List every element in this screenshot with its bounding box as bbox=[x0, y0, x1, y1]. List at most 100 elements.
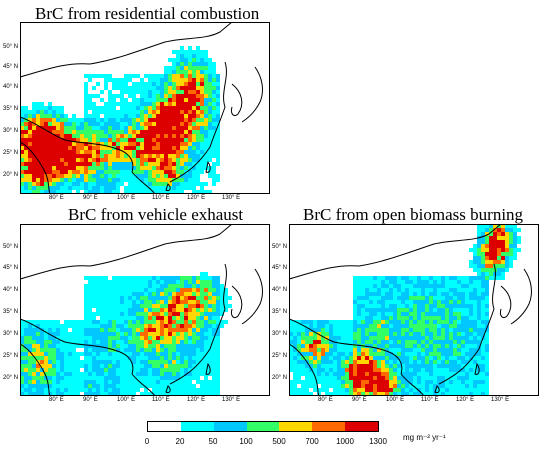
emission-cell bbox=[409, 304, 413, 308]
emission-cell bbox=[481, 236, 485, 240]
emission-cell bbox=[477, 360, 481, 364]
emission-cell bbox=[369, 292, 373, 296]
emission-cell bbox=[28, 118, 32, 122]
emission-cell bbox=[24, 110, 28, 114]
emission-cell bbox=[461, 344, 465, 348]
emission-cell bbox=[124, 388, 128, 392]
emission-cell bbox=[192, 142, 196, 146]
boundary-line bbox=[205, 160, 211, 173]
emission-cell bbox=[160, 356, 164, 360]
emission-cell bbox=[449, 280, 453, 284]
emission-cell bbox=[140, 150, 144, 154]
emission-cell bbox=[120, 90, 124, 94]
emission-cell bbox=[164, 316, 168, 320]
emission-cell bbox=[469, 384, 473, 388]
emission-cell bbox=[144, 154, 148, 158]
emission-cell bbox=[100, 368, 104, 372]
emission-cell bbox=[397, 332, 401, 336]
emission-cell bbox=[52, 110, 56, 114]
emission-cell bbox=[421, 348, 425, 352]
emission-cell bbox=[501, 252, 505, 256]
emission-cell bbox=[56, 126, 60, 130]
emission-cell bbox=[120, 376, 124, 380]
emission-cell bbox=[509, 236, 513, 240]
emission-cell bbox=[132, 372, 136, 376]
emission-cell bbox=[317, 352, 321, 356]
emission-cell bbox=[192, 182, 196, 186]
emission-cell bbox=[188, 146, 192, 150]
emission-cell bbox=[192, 320, 196, 324]
emission-cell bbox=[136, 190, 140, 194]
emission-cell bbox=[409, 300, 413, 304]
emission-cell bbox=[301, 380, 305, 384]
emission-cell bbox=[297, 372, 301, 376]
emission-cell bbox=[32, 368, 36, 372]
emission-cell bbox=[32, 320, 36, 324]
emission-cell bbox=[172, 340, 176, 344]
emission-cell bbox=[469, 352, 473, 356]
emission-cell bbox=[84, 114, 88, 118]
emission-cell bbox=[44, 182, 48, 186]
emission-cell bbox=[449, 376, 453, 380]
emission-cell bbox=[349, 344, 353, 348]
emission-cell bbox=[116, 296, 120, 300]
emission-cell bbox=[309, 392, 313, 396]
emission-cell bbox=[112, 118, 116, 122]
emission-cell bbox=[461, 332, 465, 336]
emission-cell bbox=[48, 110, 52, 114]
emission-cell bbox=[28, 114, 32, 118]
emission-cell bbox=[96, 372, 100, 376]
emission-cell bbox=[28, 340, 32, 344]
emission-cell bbox=[393, 328, 397, 332]
emission-cell bbox=[148, 110, 152, 114]
emission-cell bbox=[180, 142, 184, 146]
emission-cell bbox=[489, 268, 493, 272]
emission-cell bbox=[132, 300, 136, 304]
emission-cell bbox=[120, 352, 124, 356]
emission-cell bbox=[188, 276, 192, 280]
emission-cell bbox=[136, 102, 140, 106]
emission-cell bbox=[301, 328, 305, 332]
emission-cell bbox=[64, 162, 68, 166]
emission-cell bbox=[116, 182, 120, 186]
emission-cell bbox=[84, 328, 88, 332]
emission-cell bbox=[172, 288, 176, 292]
emission-cell bbox=[104, 190, 108, 194]
emission-cell bbox=[40, 372, 44, 376]
emission-cell bbox=[32, 372, 36, 376]
emission-cell bbox=[124, 376, 128, 380]
emission-cell bbox=[204, 300, 208, 304]
emission-cell bbox=[60, 360, 64, 364]
emission-cell bbox=[204, 154, 208, 158]
emission-cell bbox=[112, 376, 116, 380]
emission-cell bbox=[413, 388, 417, 392]
emission-cell bbox=[108, 348, 112, 352]
emission-cell bbox=[425, 348, 429, 352]
emission-cell bbox=[132, 368, 136, 372]
emission-cell bbox=[100, 300, 104, 304]
emission-cell bbox=[112, 316, 116, 320]
emission-cell bbox=[204, 54, 208, 58]
emission-cell bbox=[164, 90, 168, 94]
emission-cell bbox=[216, 328, 220, 332]
emission-cell bbox=[313, 368, 317, 372]
emission-cell bbox=[104, 388, 108, 392]
emission-cell bbox=[353, 376, 357, 380]
emission-cell bbox=[196, 380, 200, 384]
emission-cell bbox=[377, 280, 381, 284]
emission-cell bbox=[196, 78, 200, 82]
emission-cell bbox=[465, 284, 469, 288]
emission-cell bbox=[56, 190, 60, 194]
emission-cell bbox=[349, 388, 353, 392]
emission-cell bbox=[92, 126, 96, 130]
emission-cell bbox=[413, 364, 417, 368]
emission-cell bbox=[457, 376, 461, 380]
emission-cell bbox=[325, 344, 329, 348]
emission-cell bbox=[381, 380, 385, 384]
emission-cell bbox=[208, 126, 212, 130]
emission-cell bbox=[112, 388, 116, 392]
emission-cell bbox=[24, 130, 28, 134]
emission-cell bbox=[196, 66, 200, 70]
emission-cell bbox=[116, 364, 120, 368]
emission-cell bbox=[365, 360, 369, 364]
